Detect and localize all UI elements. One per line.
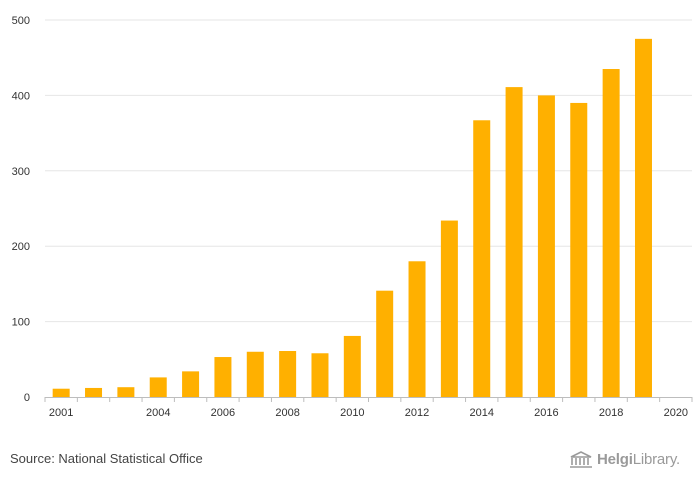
bar-2010[interactable] [343,335,361,397]
bar-2012[interactable] [408,261,426,397]
bar-2007[interactable] [246,351,264,397]
x-tick-label: 2004 [146,407,170,419]
bars [52,38,652,398]
logo-light-text: Library. [632,450,681,468]
y-tick-labels: 0 100 200 300 400 500 [12,15,30,404]
y-tick-label: 300 [12,166,30,178]
bar-2018[interactable] [602,69,620,397]
x-tick-label: 2018 [599,407,623,419]
bar-2019[interactable] [634,38,652,397]
bar-2008[interactable] [279,351,297,397]
x-tick-label: 2020 [664,407,688,419]
bar-2006[interactable] [214,357,232,397]
x-tick-labels: 2001 2004 2006 2008 2010 2012 2014 2016 2018 2020 [49,407,688,419]
x-tick-label: 2012 [405,407,429,419]
x-tick-label: 2008 [275,407,299,419]
y-tick-label: 500 [12,15,30,27]
y-tick-label: 0 [24,392,30,404]
bar-2003[interactable] [117,387,135,397]
bar-2016[interactable] [537,95,555,398]
bar-2001[interactable] [52,388,70,397]
helgi-library-logo[interactable]: HelgiLibrary. [568,448,680,470]
bar-2017[interactable] [570,102,588,397]
axes [44,397,693,402]
gridlines [45,19,692,323]
y-tick-label: 100 [12,317,30,329]
x-tick-label: 2014 [469,407,493,419]
y-tick-label: 400 [12,90,30,102]
bar-2009[interactable] [311,353,329,397]
y-tick-label: 200 [12,241,30,253]
bar-2013[interactable] [440,220,458,397]
x-tick-label: 2001 [49,407,73,419]
bar-2005[interactable] [182,371,200,397]
bar-2002[interactable] [85,387,103,397]
x-tick-label: 2006 [211,407,235,419]
bar-2004[interactable] [149,377,167,397]
x-tick-label: 2010 [340,407,364,419]
source-note: Source: National Statistical Office [10,451,203,466]
bar-2015[interactable] [505,87,523,398]
logo-bold-text: Helgi [597,450,633,468]
library-building-icon [570,451,592,468]
bar-2011[interactable] [376,290,394,397]
bar-2014[interactable] [473,120,491,397]
x-tick-label: 2016 [534,407,558,419]
